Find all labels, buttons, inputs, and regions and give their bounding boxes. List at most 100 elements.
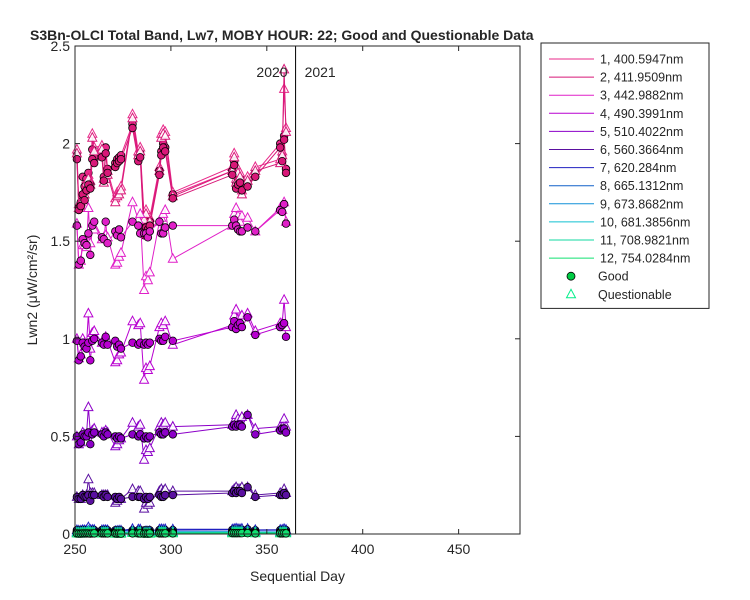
good-point: [243, 410, 252, 420]
questionable-point: [280, 125, 292, 136]
good-point: [86, 440, 95, 449]
good-point: [251, 330, 260, 340]
questionable-point: [88, 145, 100, 156]
questionable-point: [228, 151, 240, 162]
questionable-point: [159, 129, 171, 140]
y-tick-label: 0: [62, 526, 70, 542]
good-point: [86, 356, 95, 365]
good-point: [116, 494, 126, 504]
questionable-point: [134, 317, 146, 328]
good-point: [103, 238, 112, 248]
y-tick-label: 1.5: [51, 233, 71, 249]
axes-layer: 2020 2021 250 300 350 400 450 0 0.5 1 1.5 2 2.5: [51, 38, 521, 557]
questionable-point: [167, 420, 179, 431]
questionable-point: [278, 293, 290, 304]
questionable-point: [88, 324, 100, 335]
good-point: [243, 529, 252, 538]
good-point: [145, 338, 154, 347]
good-point: [84, 229, 93, 238]
chart-title: S3Bn-OLCI Total Band, Lw7, MOBY HOUR: 22…: [30, 27, 534, 43]
good-point: [251, 227, 260, 236]
questionable-point: [111, 256, 123, 267]
good-point: [228, 170, 237, 179]
legend-good-marker: [566, 271, 576, 281]
legend-questionable-label: Questionable: [598, 288, 672, 302]
questionable-point: [109, 196, 121, 207]
good-point: [278, 207, 287, 217]
questionable-point: [230, 201, 242, 212]
questionable-point: [83, 401, 94, 412]
legend-good-label: Good: [598, 270, 629, 284]
good-point: [72, 221, 82, 230]
questionable-point: [127, 196, 138, 207]
good-point: [135, 153, 145, 162]
legend-label-10: 10, 681.3856nm: [600, 215, 690, 229]
good-point: [72, 154, 82, 164]
good-point: [168, 490, 177, 500]
questionable-point: [111, 354, 123, 365]
questionable-point: [127, 315, 138, 326]
legend-label-2: 2, 411.9509nm: [600, 71, 682, 85]
good-point: [160, 428, 170, 437]
good-point: [101, 217, 110, 226]
good-point: [82, 240, 91, 250]
legend-label-4: 4, 490.3991nm: [600, 107, 683, 121]
year-label-right: 2021: [305, 64, 336, 80]
good-point: [76, 256, 85, 265]
good-point: [279, 319, 289, 328]
good-point: [168, 221, 177, 230]
x-tick-label: 300: [159, 541, 183, 557]
good-point: [251, 492, 260, 502]
series-6: [71, 473, 292, 513]
questionable-point: [134, 418, 146, 429]
good-point: [80, 195, 89, 205]
x-tick-label: 250: [63, 541, 87, 557]
good-point: [103, 492, 112, 502]
good-point: [145, 432, 154, 441]
questionable-point: [159, 315, 171, 326]
good-point: [76, 438, 85, 447]
good-point: [103, 168, 112, 178]
good-point: [89, 217, 99, 226]
good-point: [251, 430, 260, 439]
good-point: [99, 176, 108, 185]
good-point: [243, 223, 252, 232]
legend-questionable-marker: [565, 288, 577, 299]
good-point: [103, 340, 112, 349]
good-point: [103, 430, 112, 439]
good-point: [89, 529, 99, 538]
x-axis-label: Sequential Day: [250, 568, 345, 584]
good-point: [235, 178, 245, 187]
good-point: [237, 186, 247, 195]
good-point: [116, 233, 126, 242]
good-point: [89, 334, 99, 343]
year-label-left: 2020: [256, 64, 287, 80]
legend-label-8: 8, 665.1312nm: [600, 179, 683, 193]
good-point: [86, 250, 95, 260]
questionable-point: [83, 201, 94, 212]
good-point: [243, 313, 252, 322]
questionable-point: [144, 442, 156, 453]
questionable-point: [115, 184, 127, 195]
good-point: [145, 529, 154, 538]
good-point: [155, 217, 164, 226]
good-point: [237, 422, 247, 431]
legend-label-1: 1, 400.5947nm: [600, 53, 683, 67]
questionable-point: [115, 246, 127, 257]
good-point: [237, 227, 247, 236]
questionable-point: [127, 483, 138, 494]
plot-area: 2020 2021 250 300 350 400 450 0 0.5 1 1.5 2 2.5: [51, 38, 521, 557]
good-point: [168, 336, 177, 345]
y-tick-label: 1: [62, 331, 70, 347]
questionable-point: [236, 209, 248, 220]
y-tick-label: 2.5: [51, 38, 71, 54]
good-point: [243, 182, 252, 191]
legend-box: [540, 42, 710, 309]
good-point: [160, 529, 170, 538]
questionable-point: [134, 207, 146, 218]
questionable-point: [83, 307, 94, 318]
good-point: [76, 352, 85, 361]
good-point: [160, 490, 170, 500]
good-point: [116, 344, 126, 353]
good-point: [160, 332, 170, 341]
